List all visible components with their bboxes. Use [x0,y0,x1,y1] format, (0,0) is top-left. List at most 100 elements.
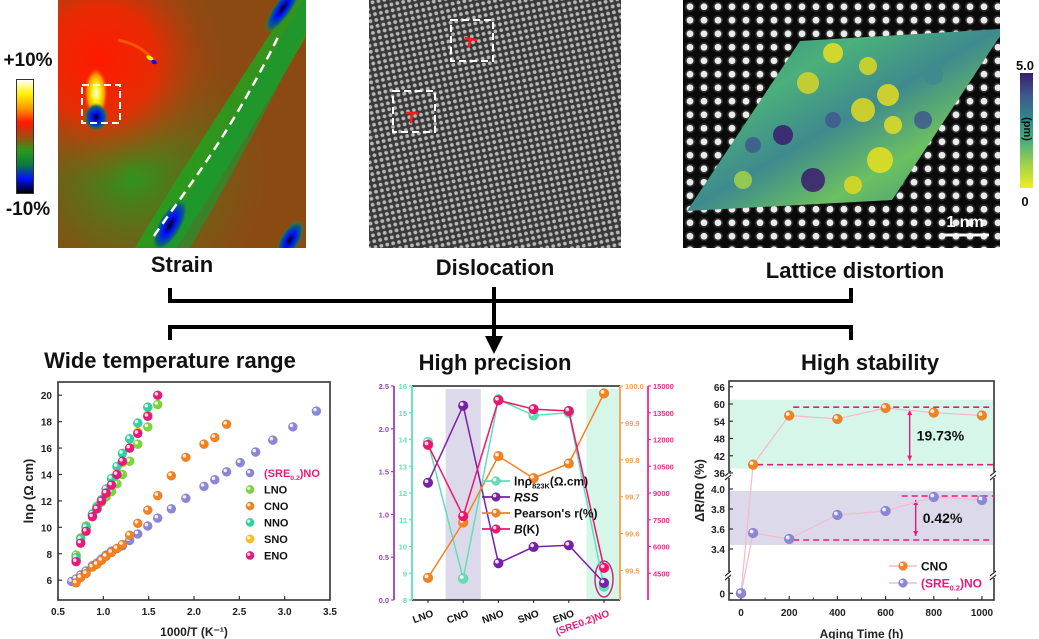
data-point [132,518,143,529]
data-point [221,466,232,477]
data-point [142,402,153,412]
bottom-bracket [168,325,853,340]
dislocation-marker-2 [405,111,419,124]
axis-tick-label: 0.5 [379,553,389,562]
data-point [166,470,177,481]
data-point [311,406,322,416]
data-point [422,572,434,584]
data-point [124,443,135,453]
axis-break-icon [989,470,997,481]
data-point [117,448,128,459]
data-point [235,457,246,468]
legend-marker [491,508,501,518]
legend-marker [245,485,255,494]
data-point [747,459,759,470]
y-tick-label: 18 [41,418,53,429]
axis-tick-label: 7500 [653,516,670,525]
data-point [96,496,107,506]
data-point [117,456,128,467]
y-tick-label: 12 [41,497,53,508]
data-point [180,493,191,504]
legend-label: ENO [264,551,288,563]
axis-tick-label: 10500 [653,462,674,471]
data-point [142,505,153,516]
data-point [880,402,891,414]
legend-marker [491,492,501,502]
x-tick-label: 0.5 [51,607,65,618]
dislocation-hrtem-image [369,0,621,248]
arrow-down-icon [913,531,919,536]
data-point [422,439,434,451]
legend-label: NNO [264,518,289,530]
data-point [457,510,469,522]
data-point [117,539,128,550]
dislocation-highlight-box-2 [392,90,436,133]
data-point [210,474,220,485]
strain-map-image [58,0,306,248]
series-line [427,393,605,579]
lattice-colorbar [1020,73,1033,188]
axis-tick-label: 13500 [653,409,674,418]
data-point [747,527,759,539]
x-tick-label: 3.0 [278,607,292,618]
data-point [563,458,575,469]
data-point [199,481,209,492]
axis-tick-label: 10 [399,543,407,552]
category-label: SNO [516,608,540,626]
legend-label: Pearson's r(%) [514,507,598,521]
x-tick-label: 400 [829,608,846,619]
lattice-colorbar-min-label: 0 [1021,194,1029,209]
legend-label: CNO [264,501,289,513]
strain-colorbar [16,79,34,194]
y-axis-label: ΔR/R0 (%) [692,459,707,522]
y-tick-label: 60 [714,400,726,411]
strain-highlight-box [81,84,121,124]
y-tick-label: 48 [714,435,726,446]
data-point [71,556,81,567]
axis-tick-label: 16 [399,382,407,391]
distortion-map [687,29,1000,211]
chart-high-precision: 0.0 0.5 1.0 1.5 2.0 2.5 8 9 10 11 12 13 14 15 16 99.5 99… [379,382,674,638]
y-tick-label: 0 [719,589,725,600]
data-point [106,480,117,490]
strain-band [134,0,306,248]
axis-tick-label: 99.5 [625,566,640,575]
axis-tick-label: 0.0 [379,596,389,605]
strain-cold-spot [264,0,302,34]
y-tick-label: 66 [714,383,726,394]
data-point [928,491,940,503]
data-point [180,452,191,463]
axis-tick-label: 99.8 [625,456,640,465]
y-tick-label: 36 [714,469,726,480]
data-point [928,407,940,418]
data-point [152,399,163,410]
data-point [493,395,504,406]
axis-break-icon [989,570,997,581]
data-point [112,469,122,480]
x-tick-label: 1000 [971,608,994,619]
axis-tick-label: 12 [399,489,407,498]
axis-tick-label: 100.0 [625,382,644,391]
data-point [457,573,469,584]
legend-label: B(K) [514,523,539,537]
scale-bar-label: 1 nm [946,214,983,231]
data-point [132,529,143,539]
x-tick-label: 600 [877,608,894,619]
axis-tick-label: 99.7 [625,493,640,502]
axis-tick-label: 9 [403,569,407,578]
data-point [735,588,747,599]
lattice-colorbar-max-label: 5.0 [1015,58,1035,73]
series-sre-no [735,491,988,599]
connector-diagram [168,287,853,354]
data-point [493,557,504,569]
data-point [880,505,891,517]
arrow-up-icon [907,410,913,416]
legend-marker [245,551,255,560]
y-tick-label: 8 [46,550,52,561]
category-label: LNO [411,608,435,626]
chart-title-high-stability: High stability [800,350,940,375]
data-point [268,435,278,445]
y-tick-label: 16 [41,444,53,455]
series-eno [71,390,163,567]
x-tick-label: 1.0 [96,607,110,618]
